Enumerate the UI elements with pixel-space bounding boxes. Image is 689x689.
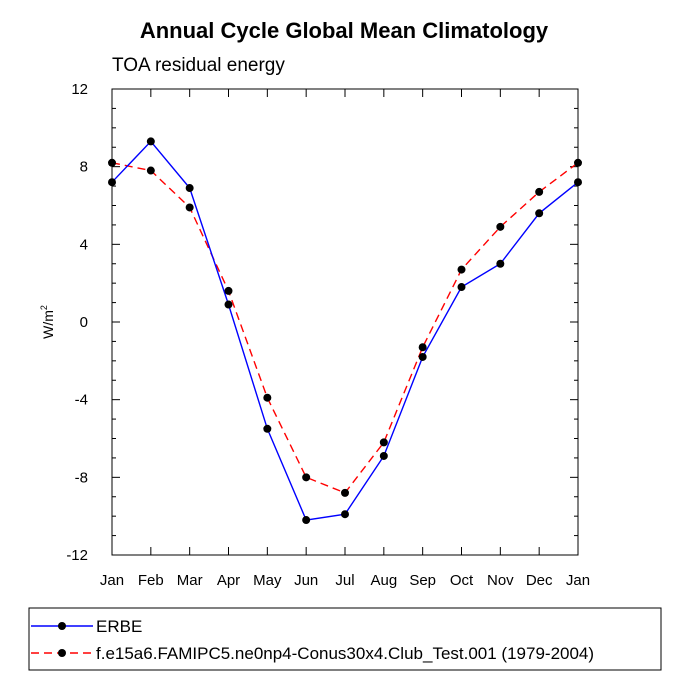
series-line [111, 140, 579, 521]
plot-frame [111, 88, 579, 556]
series-point [496, 259, 505, 268]
series-point [418, 343, 427, 352]
y-axis-label-exponent: 2 [39, 305, 49, 310]
series-point [418, 352, 427, 361]
series-point [302, 516, 311, 525]
series-point [379, 438, 388, 447]
series-line [111, 162, 579, 494]
series-point [146, 137, 155, 146]
y-tick-label: -8 [75, 469, 88, 486]
x-tick-label: Jan [566, 572, 590, 589]
x-tick-label: Mar [177, 572, 203, 589]
chart-subtitle: TOA residual energy [112, 55, 285, 76]
legend-swatch-marker [58, 622, 66, 630]
series-point [574, 158, 582, 167]
chart-title: Annual Cycle Global Mean Climatology [140, 18, 549, 43]
series-layer [108, 137, 582, 525]
series-point [185, 184, 194, 193]
series-point [224, 300, 233, 309]
series-point [341, 510, 349, 519]
y-tick-label: -4 [75, 392, 88, 409]
x-tick-label: Oct [450, 572, 474, 589]
y-axis-label: W/m2 [39, 305, 56, 339]
y-tick-label: -12 [66, 547, 88, 564]
y-tick-label: 4 [80, 236, 88, 253]
series-point [574, 178, 582, 187]
legend-swatch-marker [58, 649, 66, 657]
x-tick-label: Apr [217, 572, 240, 589]
series-point [535, 187, 544, 196]
x-tick-label: Aug [370, 572, 397, 589]
series-point [263, 393, 272, 402]
y-tick-label: 12 [71, 81, 88, 98]
series-point [185, 203, 194, 212]
series-point [341, 488, 349, 497]
x-tick-label: May [253, 572, 282, 589]
x-tick-label: Feb [138, 572, 164, 589]
series-point [108, 178, 116, 187]
y-tick-label: 0 [80, 314, 88, 331]
series-point [379, 451, 388, 460]
series-point [535, 209, 544, 218]
x-tick-label: Jan [100, 572, 124, 589]
x-tick-label: Jun [294, 572, 318, 589]
series-point [146, 166, 155, 175]
series-point [263, 424, 272, 433]
series-point [457, 283, 466, 292]
legend-label: ERBE [96, 617, 142, 636]
x-tick-label: Dec [526, 572, 553, 589]
x-tick-labels: Jan Feb Mar Apr May Jun Jul Aug Sep Oct Nov Dec Jan [100, 572, 590, 589]
x-tick-label: Sep [409, 572, 436, 589]
legend-label: f.e15a6.FAMIPC5.ne0np4-Conus30x4.Club_Te… [96, 644, 594, 663]
legend: ERBE f.e15a6.FAMIPC5.ne0np4-Conus30x4.Clu… [31, 617, 594, 663]
y-tick-labels: -12 -8 -4 0 4 8 12 [66, 81, 88, 564]
y-axis-label-unit: W/m [40, 310, 56, 339]
series-point [496, 222, 505, 231]
series-point [108, 158, 116, 167]
axis-ticks [111, 88, 579, 556]
x-tick-label: Jul [335, 572, 354, 589]
series-point [302, 473, 311, 482]
y-tick-label: 8 [80, 159, 88, 176]
series-point [457, 265, 466, 274]
series-point [224, 286, 233, 295]
x-tick-label: Nov [487, 572, 514, 589]
legend-box [28, 607, 662, 671]
